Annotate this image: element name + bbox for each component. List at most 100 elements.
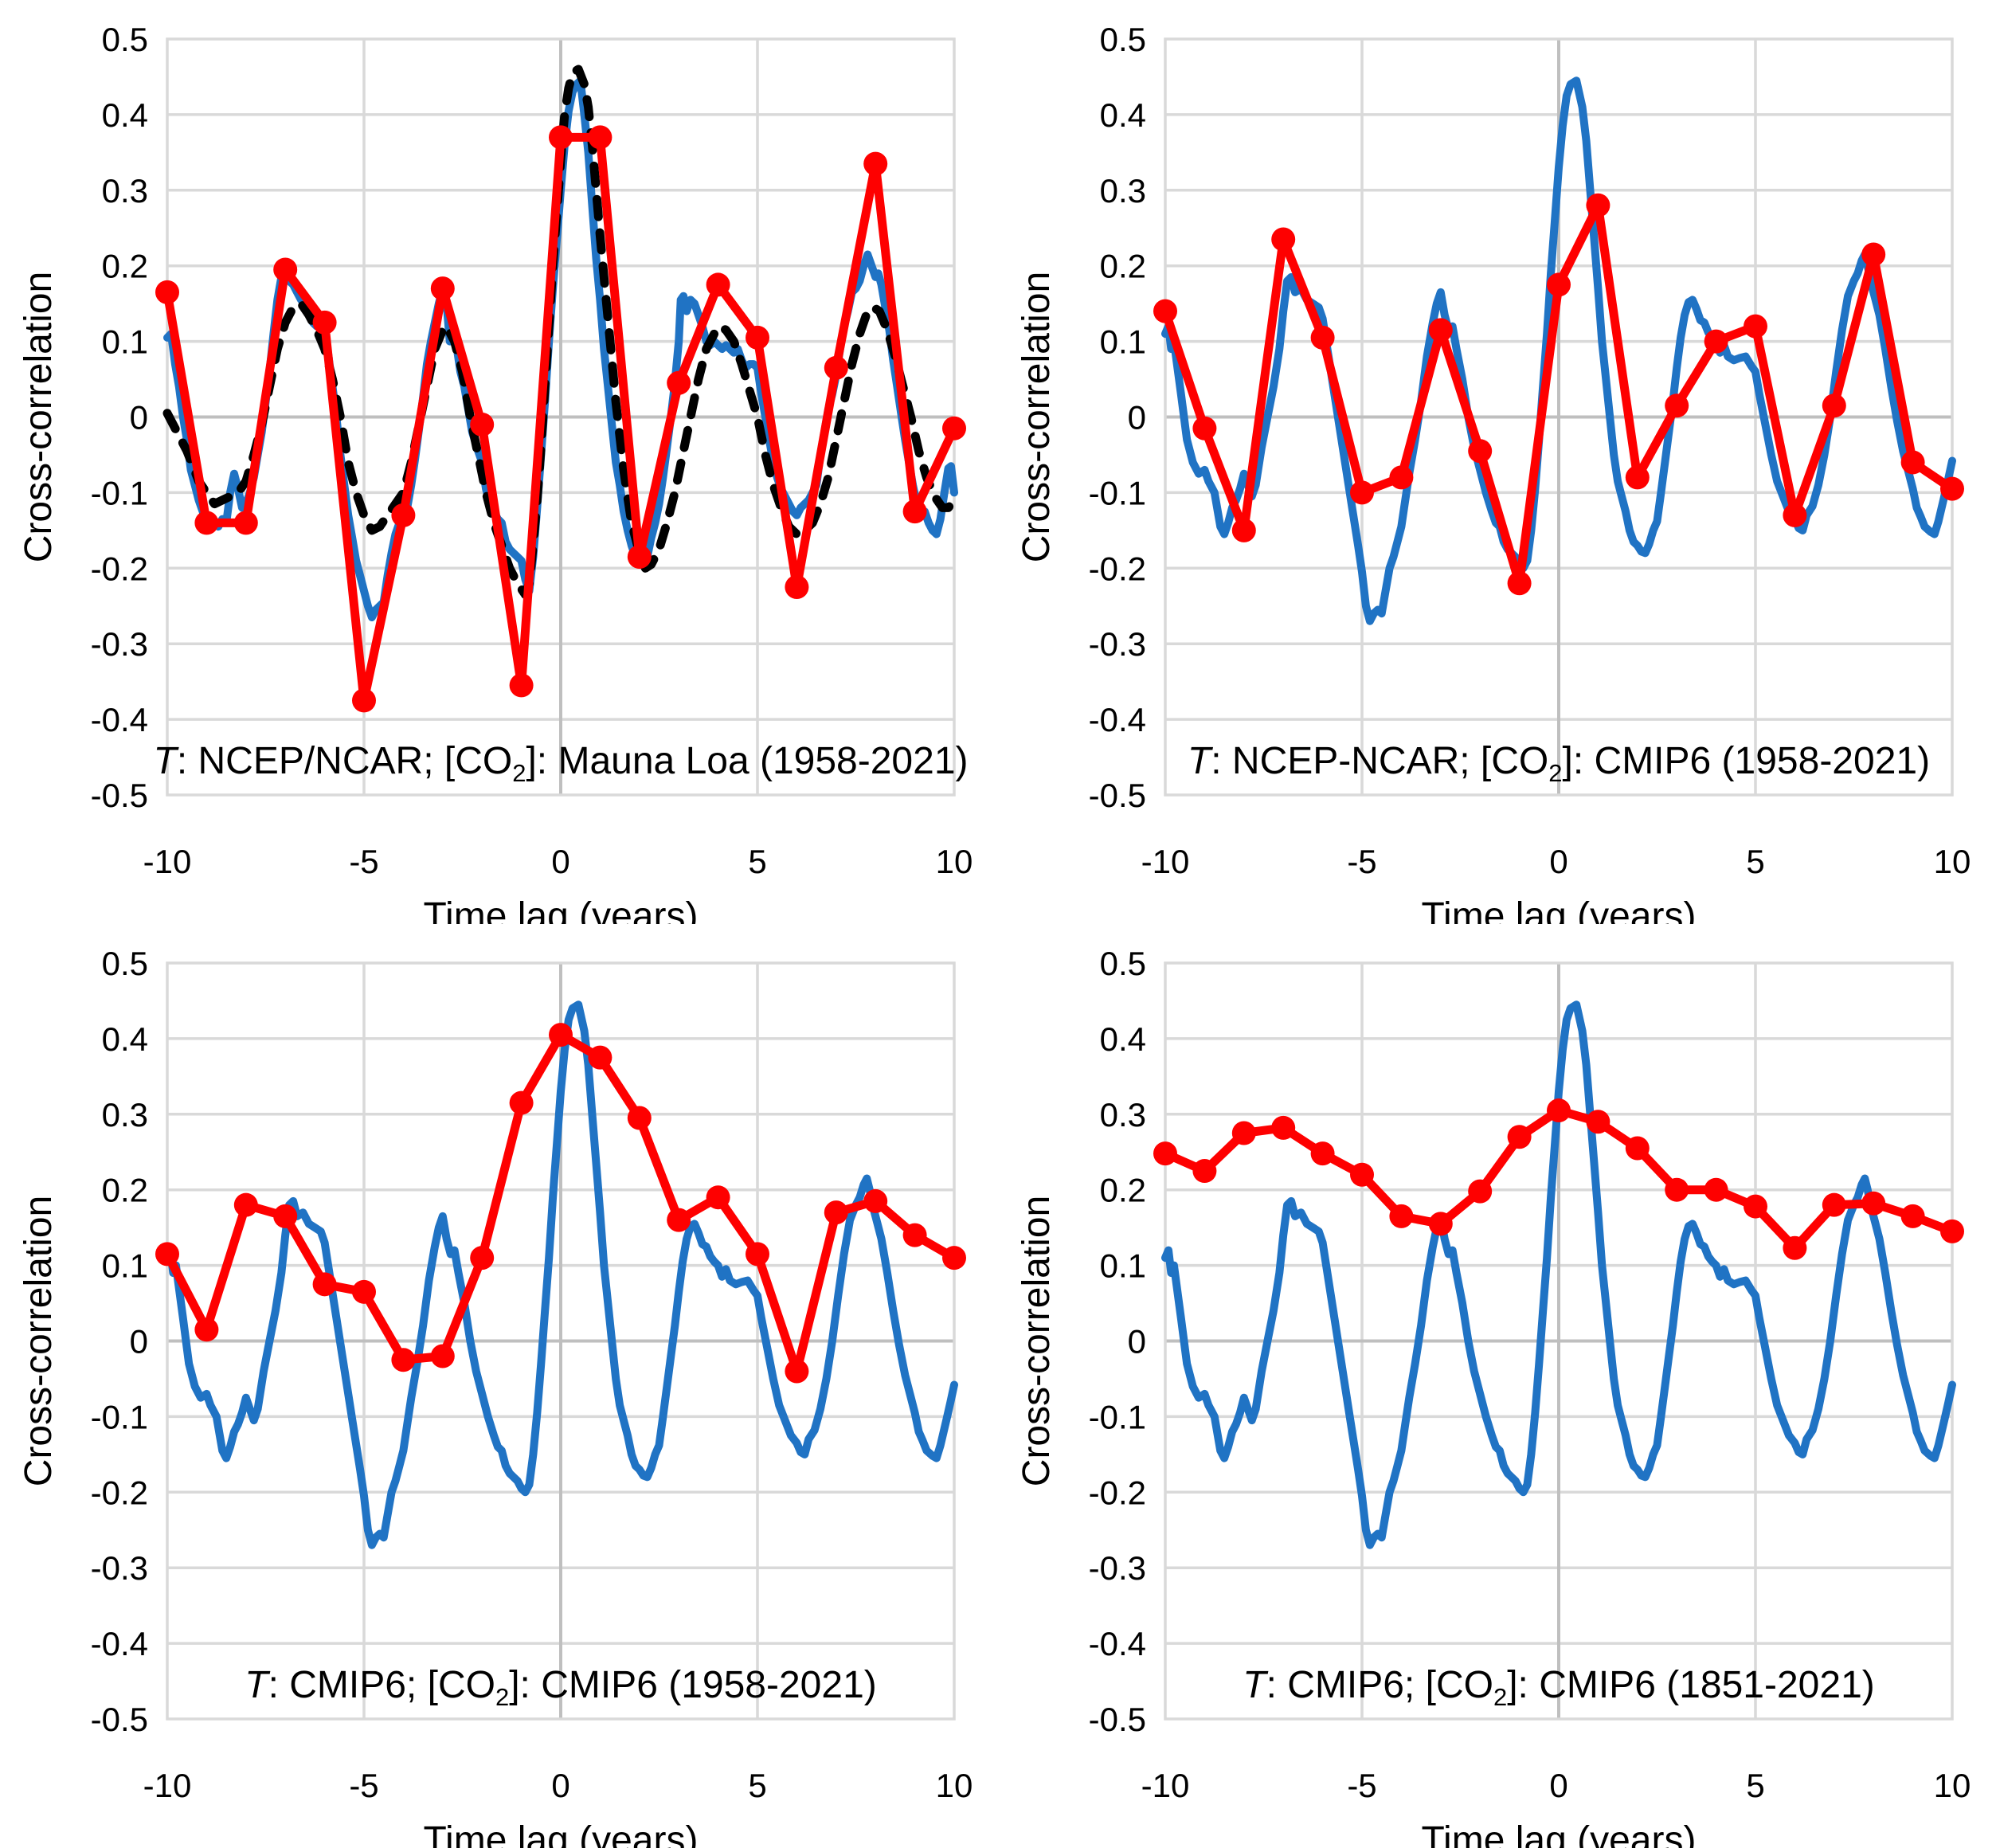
y-tick-label: 0.1: [102, 323, 148, 361]
red-marker: [391, 503, 416, 527]
red-marker: [1310, 325, 1335, 350]
y-tick-label: 0.5: [1100, 945, 1146, 982]
caption-pre-sub: : NCEP-NCAR; [CO: [1211, 740, 1548, 782]
red-marker: [902, 1223, 927, 1247]
red-marker: [1507, 571, 1532, 596]
red-marker: [1192, 1158, 1217, 1183]
y-tick-label: 0.4: [1100, 1020, 1146, 1058]
x-axis-title: Time lag (years): [1422, 1819, 1697, 1848]
x-tick-label: 10: [1934, 1767, 1971, 1804]
red-marker: [194, 1317, 219, 1342]
x-tick-label: -5: [349, 843, 378, 880]
red-marker: [1350, 480, 1374, 505]
x-tick-label: -5: [349, 1767, 378, 1804]
red-marker: [1900, 1204, 1925, 1228]
red-markers: [155, 125, 966, 713]
caption-post-sub: ]: CMIP6 (1958-2021): [1563, 740, 1931, 782]
red-marker: [1389, 1204, 1414, 1228]
caption-post-sub: ]: CMIP6 (1851-2021): [1507, 1664, 1875, 1706]
red-marker: [1428, 318, 1453, 343]
red-marker: [549, 125, 573, 150]
caption-post-sub: ]: Mauna Loa (1958-2021): [526, 740, 968, 782]
y-tick-label: -0.3: [91, 625, 148, 663]
red-marker: [1783, 503, 1807, 527]
y-tick-label: 0.5: [1100, 21, 1146, 58]
red-marker: [785, 575, 809, 600]
y-tick-label: 0.2: [1100, 248, 1146, 285]
red-marker: [1231, 1121, 1256, 1145]
y-tick-label: 0: [1128, 399, 1146, 437]
y-tick-label: 0.2: [102, 248, 148, 285]
x-tick-label: 5: [1746, 1767, 1764, 1804]
y-tick-label: 0.4: [102, 96, 148, 134]
chart-canvas-top-right: 0.5 0.4 0.3 0.2 0.1 0 -0.1 -0.2 -0.3 -0.4 -0.5 -10 -…: [1016, 21, 1971, 924]
red-marker: [509, 1090, 534, 1115]
plot-border: [166, 961, 956, 1721]
red-marker: [155, 280, 179, 304]
red-markers: [1153, 193, 1964, 596]
y-tick-label: -0.2: [91, 550, 148, 587]
red-marker: [706, 1185, 730, 1210]
x-tick-label: -10: [143, 843, 192, 880]
red-marker: [588, 1045, 612, 1070]
y-tick-label: 0.2: [1100, 1172, 1146, 1209]
x-tick-label: 0: [551, 843, 569, 880]
y-tick-label: -0.5: [91, 777, 148, 814]
red-marker: [549, 1023, 573, 1047]
caption-post-sub: ]: CMIP6 (1958-2021): [509, 1664, 877, 1706]
red-marker: [1153, 1141, 1177, 1166]
gridlines: [1164, 961, 1954, 1721]
red-marker: [1744, 314, 1767, 339]
gridlines: [1164, 37, 1954, 797]
y-tick-label: -0.1: [1089, 474, 1146, 511]
y-tick-label: -0.4: [1089, 701, 1146, 738]
x-tick-label: 0: [551, 1767, 569, 1804]
red-marker: [430, 1344, 455, 1368]
panel-caption: T: CMIP6; [CO2]: CMIP6 (1851-2021): [1243, 1664, 1875, 1711]
y-tick-label: -0.4: [91, 1625, 148, 1662]
x-tick-label: 5: [1746, 843, 1764, 880]
red-marker: [1271, 1115, 1296, 1140]
y-tick-label: 0.3: [102, 1096, 148, 1133]
x-tick-label: 0: [1549, 843, 1567, 880]
x-tick-label: -10: [143, 1767, 192, 1804]
y-axis-title: Cross-correlation: [18, 1196, 60, 1486]
red-marker: [509, 673, 534, 698]
y-tick-label: -0.4: [91, 701, 148, 738]
y-tick-label: -0.2: [1089, 1474, 1146, 1511]
y-tick-label: 0.3: [102, 172, 148, 209]
x-tick-label: 5: [748, 843, 766, 880]
red-marker: [667, 1208, 691, 1232]
y-tick-label: 0.3: [1100, 1096, 1146, 1133]
red-marker: [1861, 1191, 1886, 1216]
red-marker: [1940, 476, 1964, 501]
y-tick-label: 0.1: [1100, 323, 1146, 361]
x-tick-label: 0: [1549, 1767, 1567, 1804]
caption-subscript: 2: [1548, 759, 1562, 787]
red-marker: [1547, 272, 1571, 297]
blue-monthly-line: [1161, 1000, 1956, 1549]
chart-panel-bottom-left: 0.5 0.4 0.3 0.2 0.1 0 -0.1 -0.2 -0.3 -0.4 -0.5 -10 -…: [0, 924, 998, 1848]
y-tick-label: -0.3: [91, 1549, 148, 1587]
y-tick-label: -0.4: [1089, 1625, 1146, 1662]
red-marker: [1192, 416, 1217, 440]
blue-monthly-line: [163, 1000, 958, 1549]
panel-caption: T: NCEP/NCAR; [CO2]: Mauna Loa (1958-202…: [153, 740, 968, 787]
x-tick-label: -10: [1141, 843, 1190, 880]
red-marker: [1468, 1179, 1493, 1204]
red-marker: [1822, 393, 1846, 418]
red-marker: [1940, 1219, 1964, 1243]
y-tick-label: 0.4: [1100, 96, 1146, 134]
x-tick-label: -5: [1347, 843, 1376, 880]
red-marker: [233, 1192, 258, 1217]
y-tick-label: -0.3: [1089, 1549, 1146, 1587]
x-tick-label: -5: [1347, 1767, 1376, 1804]
red-marker: [667, 370, 691, 395]
red-marker: [1428, 1212, 1453, 1236]
y-tick-label: 0.4: [102, 1020, 148, 1058]
red-marker: [430, 276, 455, 301]
red-markers: [1153, 1098, 1964, 1260]
red-marker: [194, 511, 219, 535]
red-marker: [1822, 1192, 1846, 1217]
